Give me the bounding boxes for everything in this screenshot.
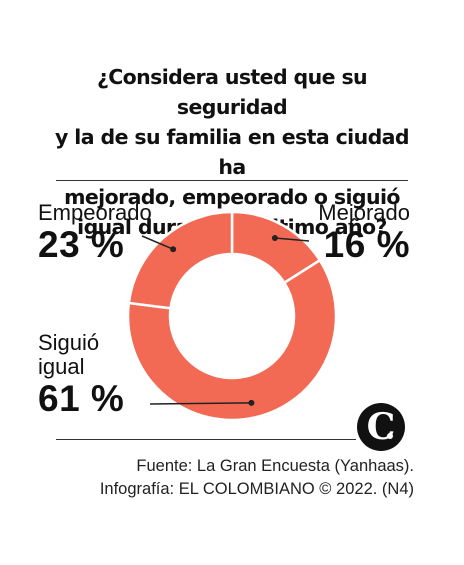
title-line-2: y la de su familia en esta ciudad ha: [55, 125, 410, 179]
label-siguio-value: 61 %: [38, 378, 125, 419]
leader-line-mejorado: [274, 237, 310, 242]
donut-slice-empeorado: [127, 210, 234, 310]
label-siguio-igual: Siguió igual 61 %: [38, 331, 124, 419]
leader-dot-sigui-igual: [248, 399, 255, 406]
title-line-1: ¿Considera usted que su seguridad: [96, 65, 368, 119]
label-empeorado-name: Empeorado: [38, 200, 152, 225]
leader-dot-empeorado: [170, 246, 177, 253]
source-line-1: Fuente: La Gran Encuesta (Yanhaas).: [136, 457, 414, 475]
logo-letter: C: [366, 406, 396, 448]
label-empeorado: Empeorado 23 %: [38, 201, 152, 265]
source-line-2: Infografía: EL COLOMBIANO © 2022. (N4): [99, 480, 414, 498]
donut-slice-sigui-igual: [126, 258, 338, 422]
top-divider: [56, 180, 408, 181]
label-mejorado-name: Mejorado: [318, 200, 410, 225]
label-empeorado-value: 23 %: [38, 224, 125, 265]
leader-line-sigui-igual: [149, 402, 252, 405]
logo-dot: [387, 433, 393, 439]
label-siguio-name-2: igual: [38, 354, 85, 379]
label-mejorado-value: 16 %: [323, 224, 410, 265]
source-credit: Fuente: La Gran Encuesta (Yanhaas). Info…: [100, 455, 414, 501]
bottom-divider: [56, 439, 356, 440]
label-siguio-name-1: Siguió: [38, 330, 100, 355]
title-line-3: mejorado, empeorado o siguió: [64, 185, 400, 209]
el-colombiano-logo-icon: C: [357, 403, 405, 451]
label-mejorado: Mejorado 16 %: [310, 201, 410, 265]
leader-dot-mejorado: [271, 235, 278, 242]
leader-line-empeorado: [141, 235, 174, 250]
